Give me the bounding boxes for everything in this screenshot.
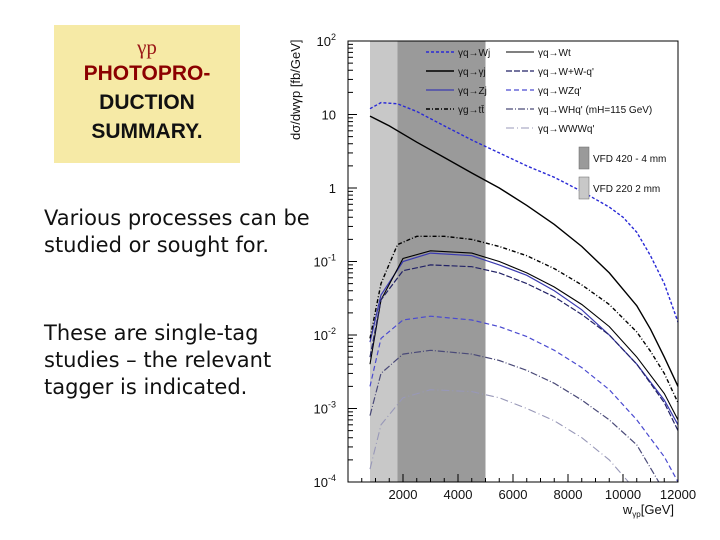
series-line-5 [369,250,679,421]
legend-label-9: γq→WWWq' [538,124,594,135]
x-axis-label: wγp[GeV] [622,502,674,519]
series-line-1 [369,101,679,323]
tagger-swatch-1 [578,146,590,170]
tagger-label-2: VFD 220 2 mm [593,184,660,195]
series-line-4 [369,235,679,403]
legend-label-8: γq→WHq' (mH=115 GeV) [538,105,652,116]
series-line-8 [369,349,660,483]
series-line-3 [369,252,679,426]
slide-title-line-duction: DUCTION [99,91,195,114]
y-tick-label: 10-4 [314,473,336,490]
legend-label-3: γq→Zj [458,86,487,97]
x-tick-label: 2000 [389,487,418,502]
legend-label-7: γq→WZq' [538,86,582,97]
tagger-swatch-2 [578,176,590,200]
tagger-label-1: VFD 420 - 4 mm [593,154,666,165]
slide-title-box: γp PHOTOPRO- DUCTION SUMMARY. [54,25,240,163]
legend-label-4: γg→tt̄ [458,104,485,116]
y-tick-label: 102 [317,32,336,49]
chart-svg: 2000 4000 6000 8000 10000 12000 102 10 1 10-1 10-2… [288,32,696,519]
legend-label-5: γq→Wt [538,48,571,59]
slide-title-line-summary: SUMMARY. [91,120,203,143]
series-line-7 [369,315,679,483]
y-tick-label: 10-1 [314,253,336,270]
y-tick-label: 10-2 [314,326,336,343]
legend-label-6: γq→W+W-q' [538,67,594,78]
series-line-6 [369,264,679,431]
body-paragraph-processes: Various processes can be studied or soug… [44,206,310,257]
y-tick-label: 10-3 [314,400,336,417]
x-tick-label: 8000 [554,487,583,502]
y-tick-label: 1 [329,181,336,196]
slide-title-gamma-p: γp [137,35,157,59]
x-tick-label: 12000 [660,487,696,502]
x-tick-label: 4000 [444,487,473,502]
series-line-2 [369,115,679,387]
body-paragraph-single-tag: These are single-tag studies – the relev… [44,321,272,399]
y-axis-label: dσ/dwγp [fb/GeV] [288,39,303,140]
slide-title-line-photopro: PHOTOPRO- [83,62,211,85]
tagger-region-1 [370,41,398,482]
x-tick-label: 10000 [605,487,641,502]
x-tick-label: 6000 [499,487,528,502]
legend-label-2: γq→γj [458,67,486,78]
legend-label-1: γq→Wj [458,48,490,59]
y-tick-label: 10 [322,108,336,123]
tagger-region-2 [397,41,486,482]
cross-section-plot: 2000 4000 6000 8000 10000 12000 102 10 1 10-1 10-2… [280,30,720,530]
